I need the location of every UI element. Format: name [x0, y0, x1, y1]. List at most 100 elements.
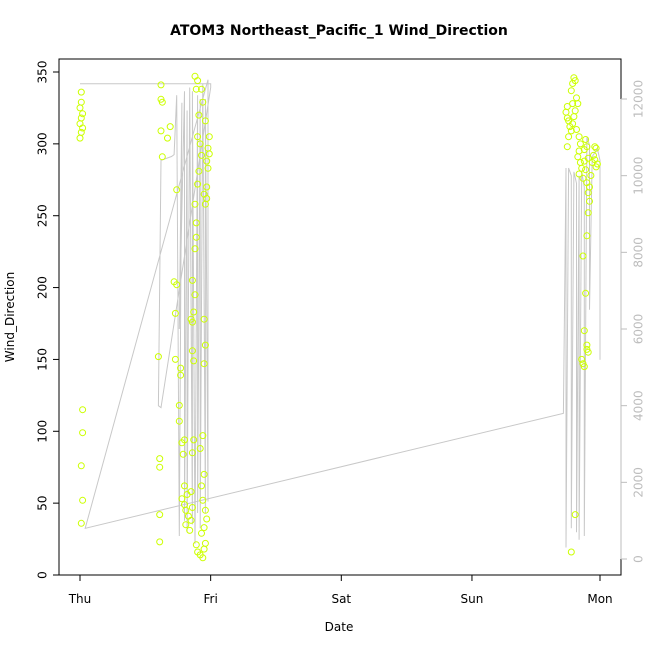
y-tick-label: 200 — [36, 276, 50, 299]
data-point — [190, 357, 198, 365]
data-point — [579, 174, 587, 182]
data-point — [171, 355, 179, 363]
data-point — [205, 133, 213, 141]
data-point — [77, 462, 85, 470]
data-point — [156, 511, 164, 519]
data-point — [187, 516, 195, 524]
data-point — [592, 144, 600, 152]
data-point — [583, 341, 591, 349]
y2-tick-label: 6000 — [632, 314, 646, 345]
data-point — [175, 401, 183, 409]
data-point — [584, 348, 592, 356]
data-point — [567, 548, 575, 556]
chart-title: ATOM3 Northeast_Pacific_1 Wind_Direction — [170, 23, 508, 39]
x-axis: Thu Fri Sat Sun Mon — [68, 574, 613, 606]
data-point — [199, 98, 207, 106]
data-point — [192, 233, 200, 241]
data-point — [583, 232, 591, 240]
data-point — [201, 506, 209, 514]
data-point — [575, 170, 583, 178]
data-point — [578, 355, 586, 363]
data-point — [574, 153, 582, 161]
data-point — [204, 144, 212, 152]
data-point — [196, 445, 204, 452]
data-point — [563, 143, 571, 151]
data-point — [173, 281, 181, 289]
data-point — [188, 504, 196, 511]
data-point — [569, 100, 577, 108]
data-point — [199, 554, 207, 562]
y-tick-label: 150 — [36, 348, 50, 371]
data-point — [591, 143, 599, 151]
data-point — [593, 160, 601, 168]
data-point — [582, 289, 590, 297]
data-point — [576, 140, 584, 148]
data-point — [192, 85, 200, 93]
y-tick-label: 100 — [36, 420, 50, 443]
data-point — [76, 134, 84, 142]
data-point — [79, 429, 87, 437]
data-point — [586, 183, 593, 191]
data-point — [200, 315, 208, 323]
data-point — [154, 353, 162, 361]
y-tick-label: 50 — [36, 496, 50, 511]
y2-tick-label: 0 — [632, 555, 646, 563]
data-point — [191, 291, 199, 299]
data-point — [188, 276, 196, 284]
data-point — [571, 77, 579, 85]
x-tick-label: Sat — [331, 592, 351, 606]
data-point — [569, 120, 577, 128]
data-point — [201, 341, 209, 349]
data-point — [204, 164, 212, 172]
y-axis-right: 0 2000 4000 6000 8000 10000 12000 — [620, 80, 646, 563]
data-point — [79, 124, 87, 132]
data-point — [578, 164, 586, 172]
data-point — [192, 219, 200, 227]
data-point — [196, 140, 204, 148]
data-point — [77, 98, 85, 106]
y-tick-label: 300 — [36, 132, 50, 155]
data-point — [198, 151, 205, 159]
data-point — [79, 110, 87, 118]
data-point — [579, 252, 587, 260]
data-point — [203, 515, 211, 523]
data-point — [200, 524, 208, 532]
data-point — [178, 495, 186, 503]
data-point — [173, 186, 181, 194]
secondary-line-series — [80, 79, 601, 548]
data-point — [198, 529, 205, 537]
data-point — [201, 539, 209, 547]
data-point — [188, 347, 196, 355]
data-point — [562, 108, 570, 116]
y2-tick-label: 10000 — [632, 157, 646, 195]
data-point — [580, 327, 588, 335]
y-tick-label: 0 — [36, 571, 50, 579]
data-point — [199, 496, 207, 504]
data-point — [573, 126, 580, 133]
data-point — [200, 470, 208, 478]
data-point — [181, 482, 188, 490]
data-point — [198, 482, 205, 490]
y2-tick-label: 4000 — [632, 390, 646, 421]
data-point — [188, 318, 196, 326]
data-point — [156, 463, 164, 471]
data-point — [190, 308, 198, 316]
data-point — [203, 183, 211, 191]
y2-tick-label: 8000 — [632, 237, 646, 268]
data-point — [200, 190, 208, 198]
scatter-points-layer — [76, 72, 601, 562]
data-point — [584, 154, 592, 162]
data-point — [190, 436, 198, 444]
data-point — [166, 123, 174, 131]
data-point — [198, 85, 205, 93]
y2-tick-label: 12000 — [632, 80, 646, 118]
data-point — [158, 153, 166, 161]
data-point — [177, 371, 185, 379]
data-point — [567, 127, 575, 135]
data-point — [175, 417, 183, 425]
data-point — [158, 98, 166, 106]
data-point — [195, 167, 203, 175]
data-point — [567, 87, 575, 95]
data-point — [205, 150, 213, 158]
